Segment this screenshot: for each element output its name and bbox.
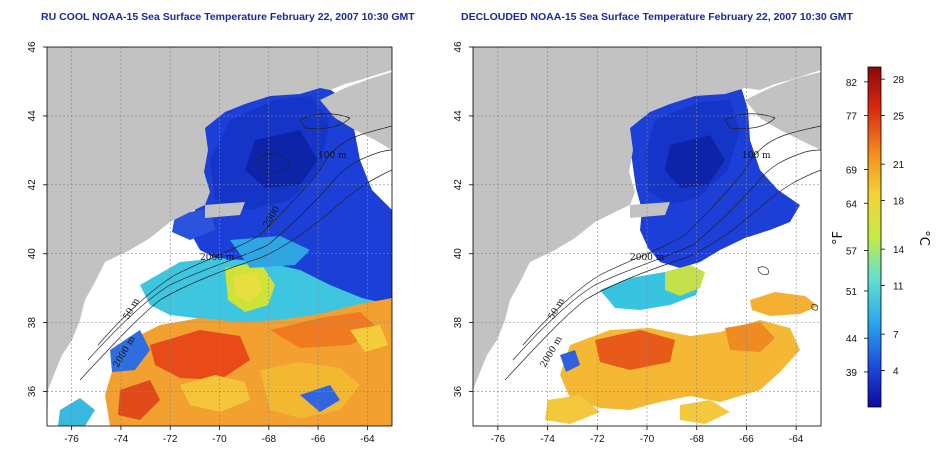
contour-label-2000m: 2000 m <box>630 253 665 263</box>
celsius-tick-label: 11 <box>893 282 904 293</box>
axis-ticks: -76 -74 -72 -70 -68 -66 -64 36 38 40 42 44 46 <box>27 41 375 445</box>
fahrenheit-tick-label: 57 <box>846 246 858 257</box>
lon-tick-label: -68 <box>689 434 704 445</box>
lat-tick-label: 36 <box>27 386 38 398</box>
lon-tick-label: -70 <box>640 434 655 445</box>
contour-label-100m: 100 m <box>742 151 771 161</box>
temperature-colorbar: 28 25 21 18 14 11 7 4 82 77 69 64 57 51 44 39 °F °C <box>831 66 931 408</box>
right-map-panel: 100 m 2000 m 50 m 2000 m -76 -74 -72 -70 -68… <box>453 41 822 445</box>
bathymetry-contours <box>79 113 392 381</box>
lat-lon-grid <box>47 47 392 426</box>
celsius-tick-label: 4 <box>893 367 899 378</box>
celsius-tick-label: 14 <box>893 245 905 256</box>
fahrenheit-tick-label: 64 <box>846 199 858 210</box>
lon-tick-label: -64 <box>360 434 375 445</box>
fahrenheit-tick-label: 44 <box>846 334 858 345</box>
sst-data-layer <box>545 78 818 424</box>
lon-tick-label: -76 <box>64 434 79 445</box>
lon-tick-label: -70 <box>212 434 227 445</box>
lat-tick-label: 44 <box>27 110 38 122</box>
fahrenheit-tick-label: 69 <box>846 166 858 177</box>
lon-tick-label: -74 <box>540 434 555 445</box>
fahrenheit-unit-label: °F <box>831 231 846 245</box>
lat-tick-label: 44 <box>453 110 464 122</box>
celsius-tick-label: 7 <box>893 330 899 341</box>
lon-tick-label: -66 <box>311 434 326 445</box>
lat-tick-label: 38 <box>27 317 38 329</box>
lon-tick-label: -72 <box>163 434 178 445</box>
celsius-tick-label: 25 <box>893 112 905 123</box>
lat-tick-label: 46 <box>27 41 38 53</box>
lat-tick-label: 36 <box>453 386 464 398</box>
celsius-tick-label: 28 <box>893 75 905 86</box>
contour-label-2000m: 2000 m <box>200 253 235 263</box>
left-map-title: RU COOL NOAA-15 Sea Surface Temperature … <box>41 11 415 23</box>
celsius-tick-label: 21 <box>893 160 905 171</box>
fahrenheit-tick-label: 39 <box>846 368 858 379</box>
fahrenheit-tick-label: 77 <box>846 112 858 123</box>
left-map-panel: 100 m 2000 m 50 m 2000 m 2000 -76 -74 -72-… <box>27 41 393 445</box>
lon-tick-label: -66 <box>739 434 754 445</box>
lat-tick-label: 42 <box>453 179 464 191</box>
lat-tick-label: 38 <box>453 317 464 329</box>
lon-tick-label: -74 <box>114 434 129 445</box>
lon-tick-label: -64 <box>789 434 804 445</box>
celsius-tick-label: 18 <box>893 197 905 208</box>
lat-tick-label: 40 <box>27 248 38 260</box>
axis-ticks: -76 -74 -72 -70 -68 -66 -64 36 38 40 42 44 46 <box>453 41 804 445</box>
colorbar-scale <box>867 66 882 408</box>
contour-label-100m: 100 m <box>318 151 347 161</box>
celsius-unit-label: °C <box>916 230 931 246</box>
lat-tick-label: 40 <box>453 248 464 260</box>
right-map-title: DECLOUDED NOAA-15 Sea Surface Temperatur… <box>461 11 853 23</box>
lon-tick-label: -72 <box>590 434 605 445</box>
lon-tick-label: -76 <box>491 434 506 445</box>
lat-lon-grid <box>473 47 821 426</box>
sst-data-layer <box>58 75 392 426</box>
bathymetry-contours <box>504 113 821 381</box>
lat-tick-label: 46 <box>453 41 464 53</box>
fahrenheit-tick-label: 82 <box>846 78 858 89</box>
lon-tick-label: -68 <box>262 434 277 445</box>
lat-tick-label: 42 <box>27 179 38 191</box>
fahrenheit-tick-label: 51 <box>846 287 858 298</box>
